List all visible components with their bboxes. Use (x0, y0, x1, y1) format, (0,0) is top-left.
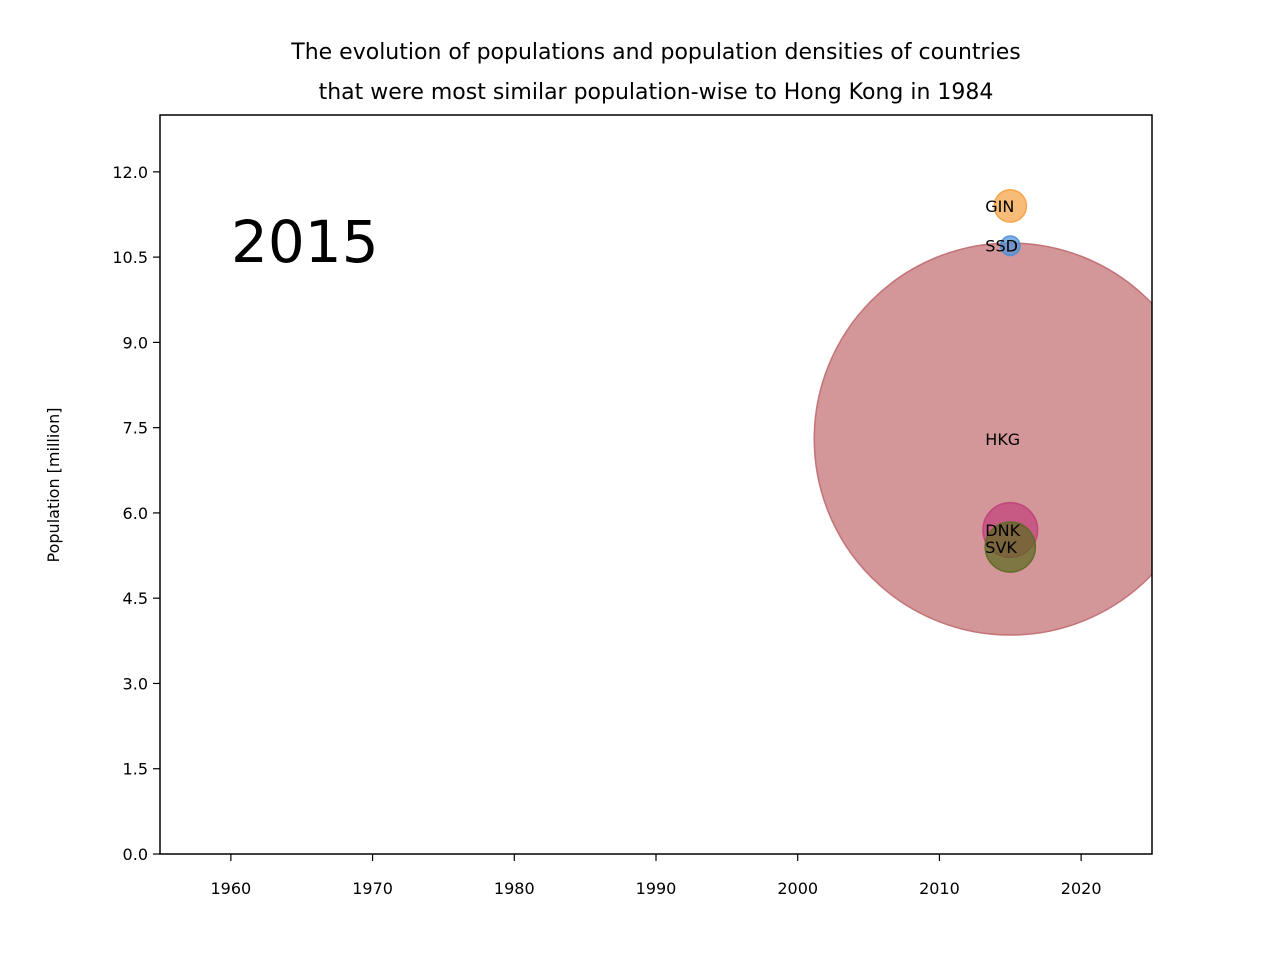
x-tick-label: 2000 (777, 879, 818, 898)
y-tick-label: 10.5 (112, 248, 148, 267)
y-tick-label: 7.5 (123, 419, 148, 438)
bubble-label-hkg: HKG (985, 430, 1020, 449)
y-axis-label: Population [million] (44, 408, 63, 563)
y-tick-label: 9.0 (123, 333, 148, 352)
bubble-label-svk: SVK (985, 538, 1017, 557)
y-tick-label: 6.0 (123, 504, 148, 523)
bubble-label-dnk: DNK (985, 521, 1020, 540)
x-axis: 1960 1970 1980 1990 2000 2010 2020 (210, 854, 1102, 898)
x-tick-label: 2020 (1061, 879, 1102, 898)
bubble-ssd (999, 235, 1021, 257)
x-tick-label: 1980 (494, 879, 535, 898)
y-tick-label: 3.0 (123, 674, 148, 693)
x-tick-label: 1960 (210, 879, 251, 898)
y-tick-label: 1.5 (123, 760, 148, 779)
x-tick-label: 1970 (352, 879, 393, 898)
y-tick-label: 4.5 (123, 589, 148, 608)
y-axis: 0.0 1.5 3.0 4.5 6.0 7.5 9.0 10.5 12.0 (112, 163, 160, 864)
bubble-label-ssd: SSD (985, 237, 1018, 256)
bubble-label-gin: GIN (985, 197, 1014, 216)
bubble-gin (993, 189, 1028, 223)
chart-title-line-1: The evolution of populations and populat… (290, 40, 1020, 65)
chart-title-line-2: that were most similar population-wise t… (319, 80, 994, 105)
y-tick-label: 0.0 (123, 845, 148, 864)
x-tick-label: 2010 (919, 879, 960, 898)
x-tick-label: 1990 (636, 879, 677, 898)
bubble-svk (984, 521, 1037, 573)
y-tick-label: 12.0 (112, 163, 148, 182)
year-label: 2015 (231, 208, 379, 276)
